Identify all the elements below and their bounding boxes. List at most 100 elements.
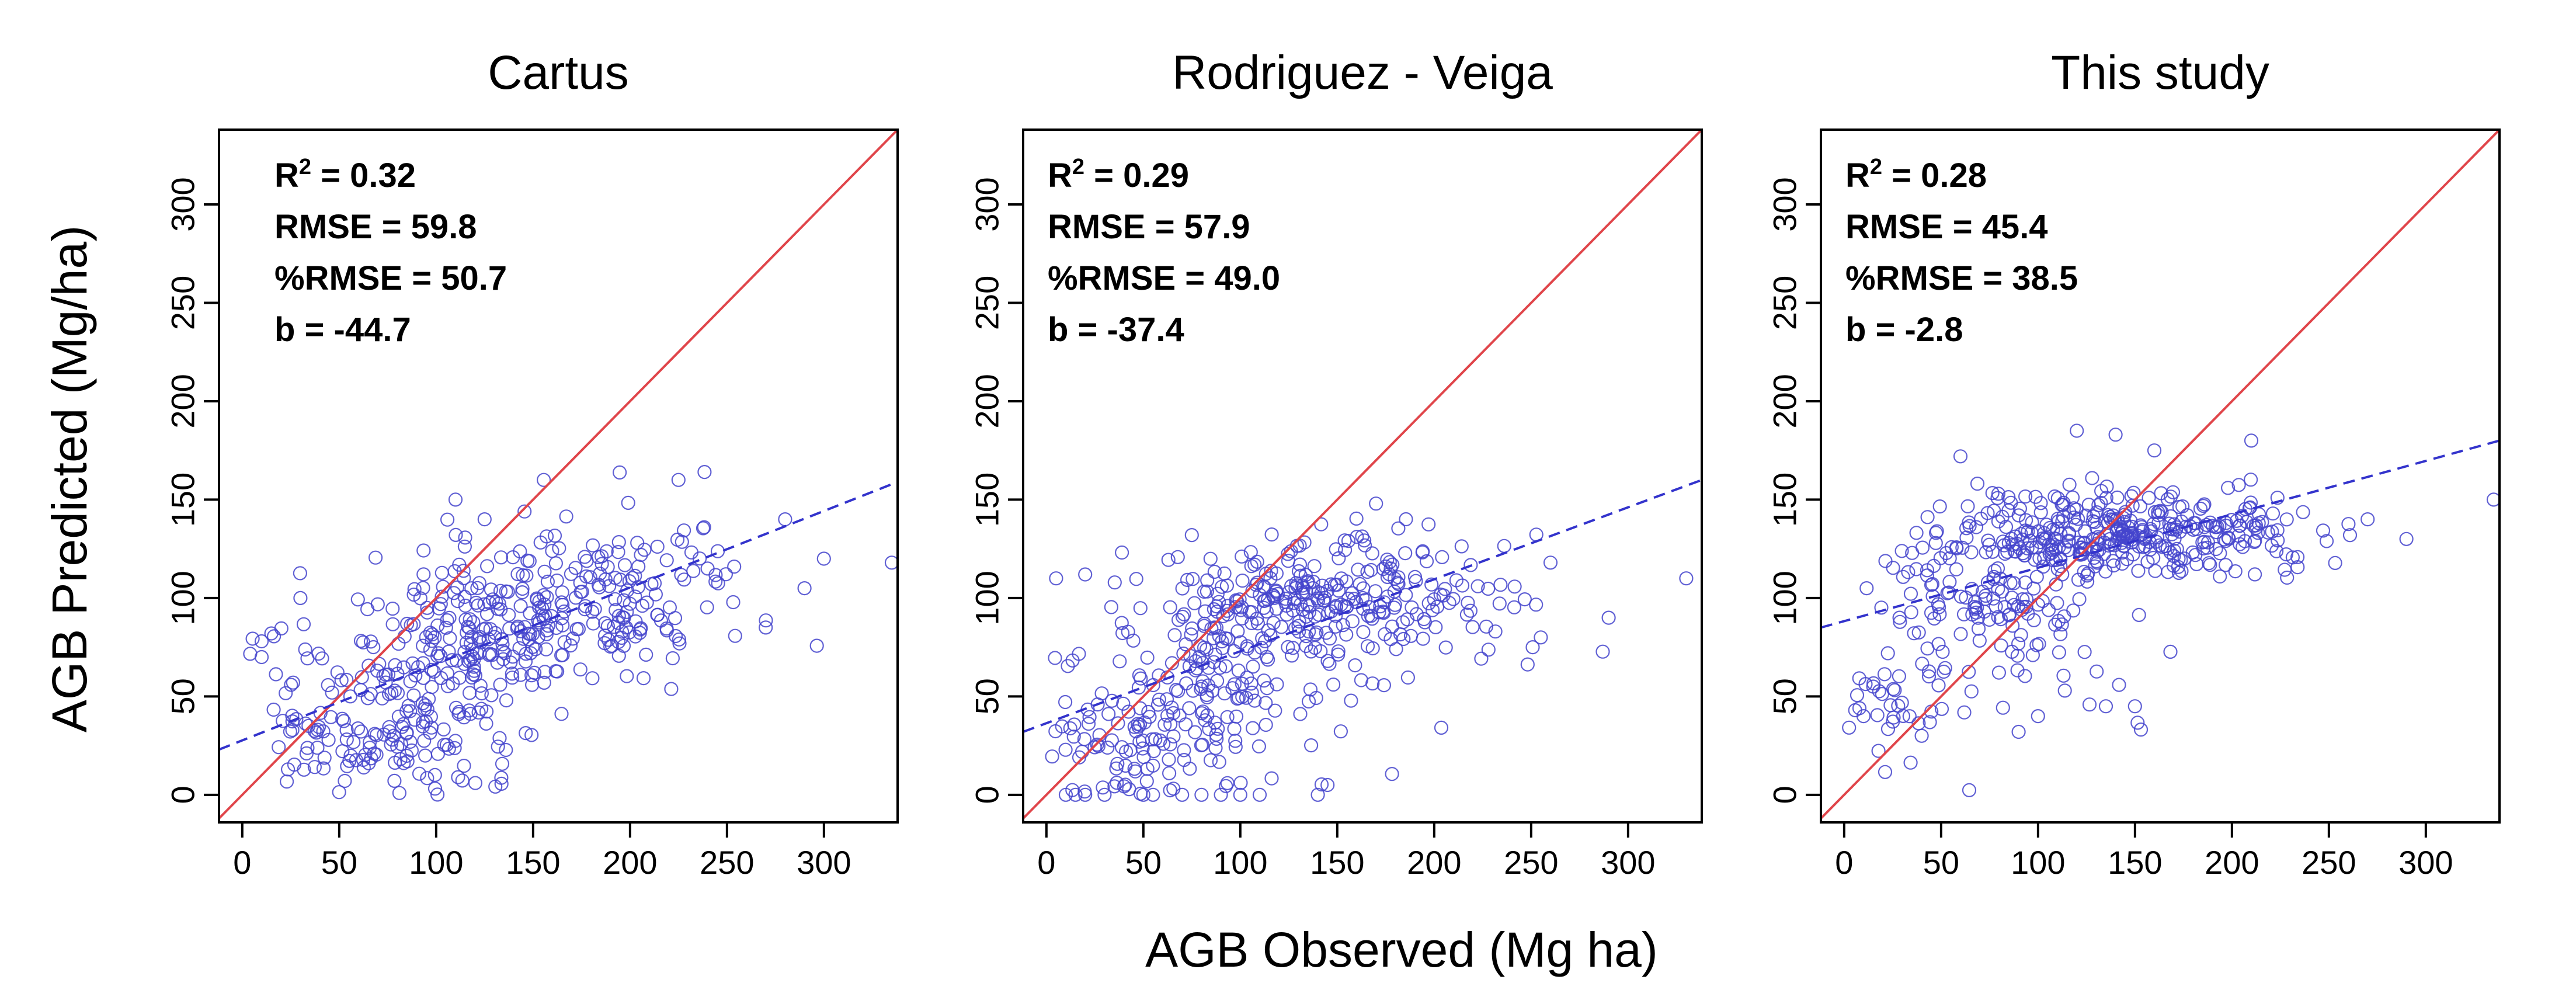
data-point xyxy=(554,648,569,663)
data-point xyxy=(1162,752,1176,767)
data-point xyxy=(628,629,643,644)
data-point xyxy=(447,741,462,755)
data-point xyxy=(1266,616,1281,630)
stat-value: = 59.8 xyxy=(373,208,477,246)
data-point xyxy=(527,665,542,680)
data-point xyxy=(1163,737,1178,752)
data-point xyxy=(1903,755,1918,770)
data-point xyxy=(340,759,354,773)
data-point xyxy=(436,579,450,594)
data-point xyxy=(2106,558,2121,573)
data-point xyxy=(1258,634,1273,649)
data-point xyxy=(1982,537,1997,552)
x-tick-label: 0 xyxy=(1835,844,1853,881)
data-point xyxy=(285,714,300,729)
data-point xyxy=(2244,433,2259,448)
data-point xyxy=(1146,758,1160,773)
data-point xyxy=(392,786,407,800)
data-point xyxy=(1129,572,1143,586)
data-point xyxy=(1365,546,1379,561)
data-point xyxy=(2018,489,2033,504)
data-point xyxy=(1188,725,1202,739)
data-point xyxy=(1146,787,1160,802)
data-point xyxy=(1177,743,1191,758)
data-point xyxy=(479,704,494,719)
data-point xyxy=(1317,591,1332,605)
data-point xyxy=(1067,717,1082,732)
data-point xyxy=(449,700,464,715)
data-point xyxy=(1438,582,1452,596)
one-to-one-line xyxy=(1023,130,1702,819)
stat-line: b = -37.4 xyxy=(1048,311,1184,349)
data-point xyxy=(2243,495,2258,510)
data-point xyxy=(406,587,421,602)
data-point xyxy=(1356,581,1371,596)
data-point xyxy=(1995,509,2010,524)
data-point xyxy=(537,564,552,579)
data-point xyxy=(1365,612,1379,626)
data-point xyxy=(385,732,399,747)
y-tick-label: 0 xyxy=(1767,786,1803,804)
data-point xyxy=(2219,533,2233,548)
data-point xyxy=(430,787,445,802)
data-point xyxy=(524,668,539,683)
data-point xyxy=(2005,644,2019,659)
stat-value: = -37.4 xyxy=(1068,311,1184,349)
data-point xyxy=(1353,576,1367,592)
data-point xyxy=(1972,633,1987,648)
data-point xyxy=(317,751,332,765)
data-point xyxy=(1140,650,1155,665)
data-point xyxy=(1220,776,1235,790)
data-point xyxy=(611,534,626,550)
x-tick-label: 200 xyxy=(2205,844,2259,881)
x-tick-label: 150 xyxy=(2108,844,2162,881)
data-point xyxy=(2057,683,2072,698)
data-point xyxy=(532,600,547,615)
data-point xyxy=(1255,631,1270,646)
data-point xyxy=(1970,476,1985,491)
data-point xyxy=(1870,708,1885,723)
data-point xyxy=(1493,578,1508,592)
x-tick-label: 100 xyxy=(2011,844,2065,881)
data-point xyxy=(1210,605,1225,619)
data-point xyxy=(1061,659,1075,673)
data-point xyxy=(1233,603,1248,617)
data-point xyxy=(1920,641,1935,656)
data-point xyxy=(1145,732,1159,747)
data-point xyxy=(1339,627,1354,642)
data-point xyxy=(518,654,533,669)
data-point xyxy=(2341,517,2356,532)
data-point xyxy=(2054,617,2069,632)
data-point xyxy=(416,656,430,671)
data-point xyxy=(2213,569,2227,584)
data-point xyxy=(1246,659,1260,674)
data-point xyxy=(299,746,314,761)
data-point xyxy=(2290,550,2305,564)
data-point xyxy=(477,597,492,612)
x-tick-label: 50 xyxy=(1125,844,1162,881)
data-point xyxy=(1183,761,1197,776)
data-point xyxy=(1982,612,1997,627)
data-point xyxy=(439,738,454,752)
stat-label: R xyxy=(1048,157,1072,194)
stat-value: = -44.7 xyxy=(295,311,411,349)
data-point xyxy=(585,605,600,619)
data-point xyxy=(264,626,279,641)
stat-label: R xyxy=(1845,157,1870,194)
x-tick-label: 300 xyxy=(1601,844,1655,881)
x-tick-label: 250 xyxy=(700,844,754,881)
data-point xyxy=(671,473,686,487)
data-point xyxy=(1348,658,1362,673)
data-point xyxy=(1928,536,1943,550)
data-point xyxy=(2069,502,2084,517)
x-tick-label: 250 xyxy=(1504,844,1558,881)
data-point xyxy=(463,612,477,627)
data-point xyxy=(1991,610,2005,624)
data-point xyxy=(728,628,742,643)
data-point xyxy=(1311,593,1326,608)
data-point xyxy=(2014,628,2028,642)
data-point xyxy=(2085,471,2099,485)
data-point xyxy=(1219,779,1233,793)
stat-label: b xyxy=(274,311,295,349)
data-point xyxy=(1385,619,1399,634)
